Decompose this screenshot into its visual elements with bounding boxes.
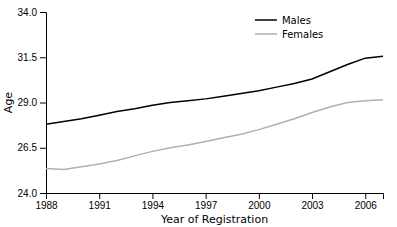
tick-label: 26.5 <box>18 142 38 153</box>
legend-swatch <box>255 33 277 35</box>
x-axis-title: Year of Registration <box>160 213 268 226</box>
tick-label: 1994 <box>142 200 165 211</box>
tick-mark <box>99 193 100 199</box>
tick: 31.5 <box>18 52 46 63</box>
tick: 1991 <box>89 193 112 211</box>
line <box>46 100 383 170</box>
tick: 26.5 <box>18 142 46 153</box>
tick-label: 2003 <box>301 200 324 211</box>
legend: Males Females <box>255 15 323 40</box>
tick: 1997 <box>195 193 218 211</box>
tick-mark <box>40 103 46 104</box>
tick-mark <box>40 57 46 58</box>
legend-item: Males <box>255 15 311 26</box>
tick: 1994 <box>142 193 165 211</box>
x-axis: 1988 1991 1994 1997 2000 2003 2006 <box>35 193 383 211</box>
tick-label: 1991 <box>89 200 112 211</box>
y-axis-title: Age <box>2 92 15 114</box>
tick: 24.0 <box>18 188 46 199</box>
legend-item: Females <box>255 29 323 40</box>
lines <box>46 56 383 169</box>
tick-label: 1988 <box>35 200 58 211</box>
tick-mark <box>312 193 313 199</box>
axis-line <box>40 13 47 194</box>
tick-label: 2006 <box>355 200 378 211</box>
tick-label: 34.0 <box>18 7 38 18</box>
tick-mark <box>40 193 46 194</box>
plot: 1988 1991 1994 1997 2000 2003 2006 24.0 26.5 29.0… <box>18 7 384 211</box>
tick-label: 24.0 <box>18 188 38 199</box>
y-axis: 24.0 26.5 29.0 31.5 34.0 <box>18 7 47 199</box>
tick: 1988 <box>35 193 58 211</box>
tick: 2006 <box>355 193 378 211</box>
legend-label: Males <box>282 15 311 26</box>
tick-mark <box>152 193 153 199</box>
legend-label: Females <box>282 29 323 40</box>
tick-mark <box>259 193 260 199</box>
tick: 2000 <box>248 193 271 211</box>
tick: 34.0 <box>18 7 46 18</box>
tick-mark <box>40 148 46 149</box>
tick-mark <box>40 12 46 13</box>
tick-label: 31.5 <box>18 52 38 63</box>
tick: 29.0 <box>18 97 46 108</box>
tick-label: 1997 <box>195 200 218 211</box>
legend-swatch <box>255 19 277 21</box>
tick-mark <box>365 193 366 199</box>
chart: 1988 1991 1994 1997 2000 2003 2006 24.0 26.5 29.0… <box>0 0 397 227</box>
tick-label: 2000 <box>248 200 271 211</box>
tick: 2003 <box>301 193 324 211</box>
axis-line <box>47 194 384 200</box>
line <box>46 56 383 124</box>
tick-mark <box>206 193 207 199</box>
tick-label: 29.0 <box>18 97 38 108</box>
